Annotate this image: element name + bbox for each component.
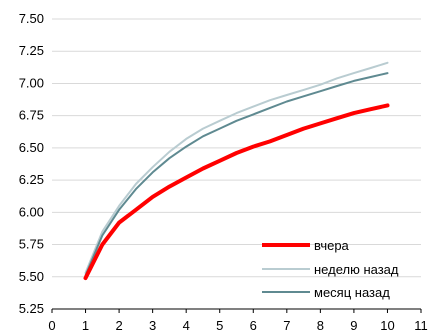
legend-label-month-ago: месяц назад (314, 285, 390, 300)
y-tick-label: 6.00 (19, 204, 44, 219)
y-tick-label: 6.75 (19, 108, 44, 123)
x-tick-labels: 0 1 2 3 4 5 6 7 8 9 10 11 (48, 318, 427, 333)
y-tick-labels: 5.25 5.50 5.75 6.00 6.25 6.50 6.75 7.00 7.25 7.50 (19, 11, 44, 316)
x-tick-label: 11 (414, 318, 428, 333)
x-tick-label: 0 (48, 318, 55, 333)
x-tick-label: 1 (82, 318, 89, 333)
y-tick-label: 5.25 (19, 301, 44, 316)
x-tick-label: 7 (283, 318, 290, 333)
y-tick-label: 5.50 (19, 269, 44, 284)
legend: вчера неделю назад месяц назад (262, 238, 399, 300)
y-tick-label: 7.25 (19, 43, 44, 58)
legend-label-yesterday: вчера (314, 238, 350, 253)
legend-label-week-ago: неделю назад (314, 262, 399, 277)
axes (52, 309, 421, 313)
y-tick-label: 7.00 (19, 75, 44, 90)
x-tick-label: 3 (149, 318, 156, 333)
x-tick-label: 10 (380, 318, 394, 333)
y-tick-label: 5.75 (19, 237, 44, 252)
x-tick-label: 5 (216, 318, 223, 333)
x-tick-label: 9 (350, 318, 357, 333)
y-tick-label: 6.25 (19, 172, 44, 187)
x-tick-label: 6 (250, 318, 257, 333)
y-tick-label: 6.50 (19, 140, 44, 155)
x-tick-label: 8 (317, 318, 324, 333)
x-tick-label: 4 (183, 318, 190, 333)
x-tick-label: 2 (115, 318, 122, 333)
y-tick-label: 7.50 (19, 11, 44, 26)
